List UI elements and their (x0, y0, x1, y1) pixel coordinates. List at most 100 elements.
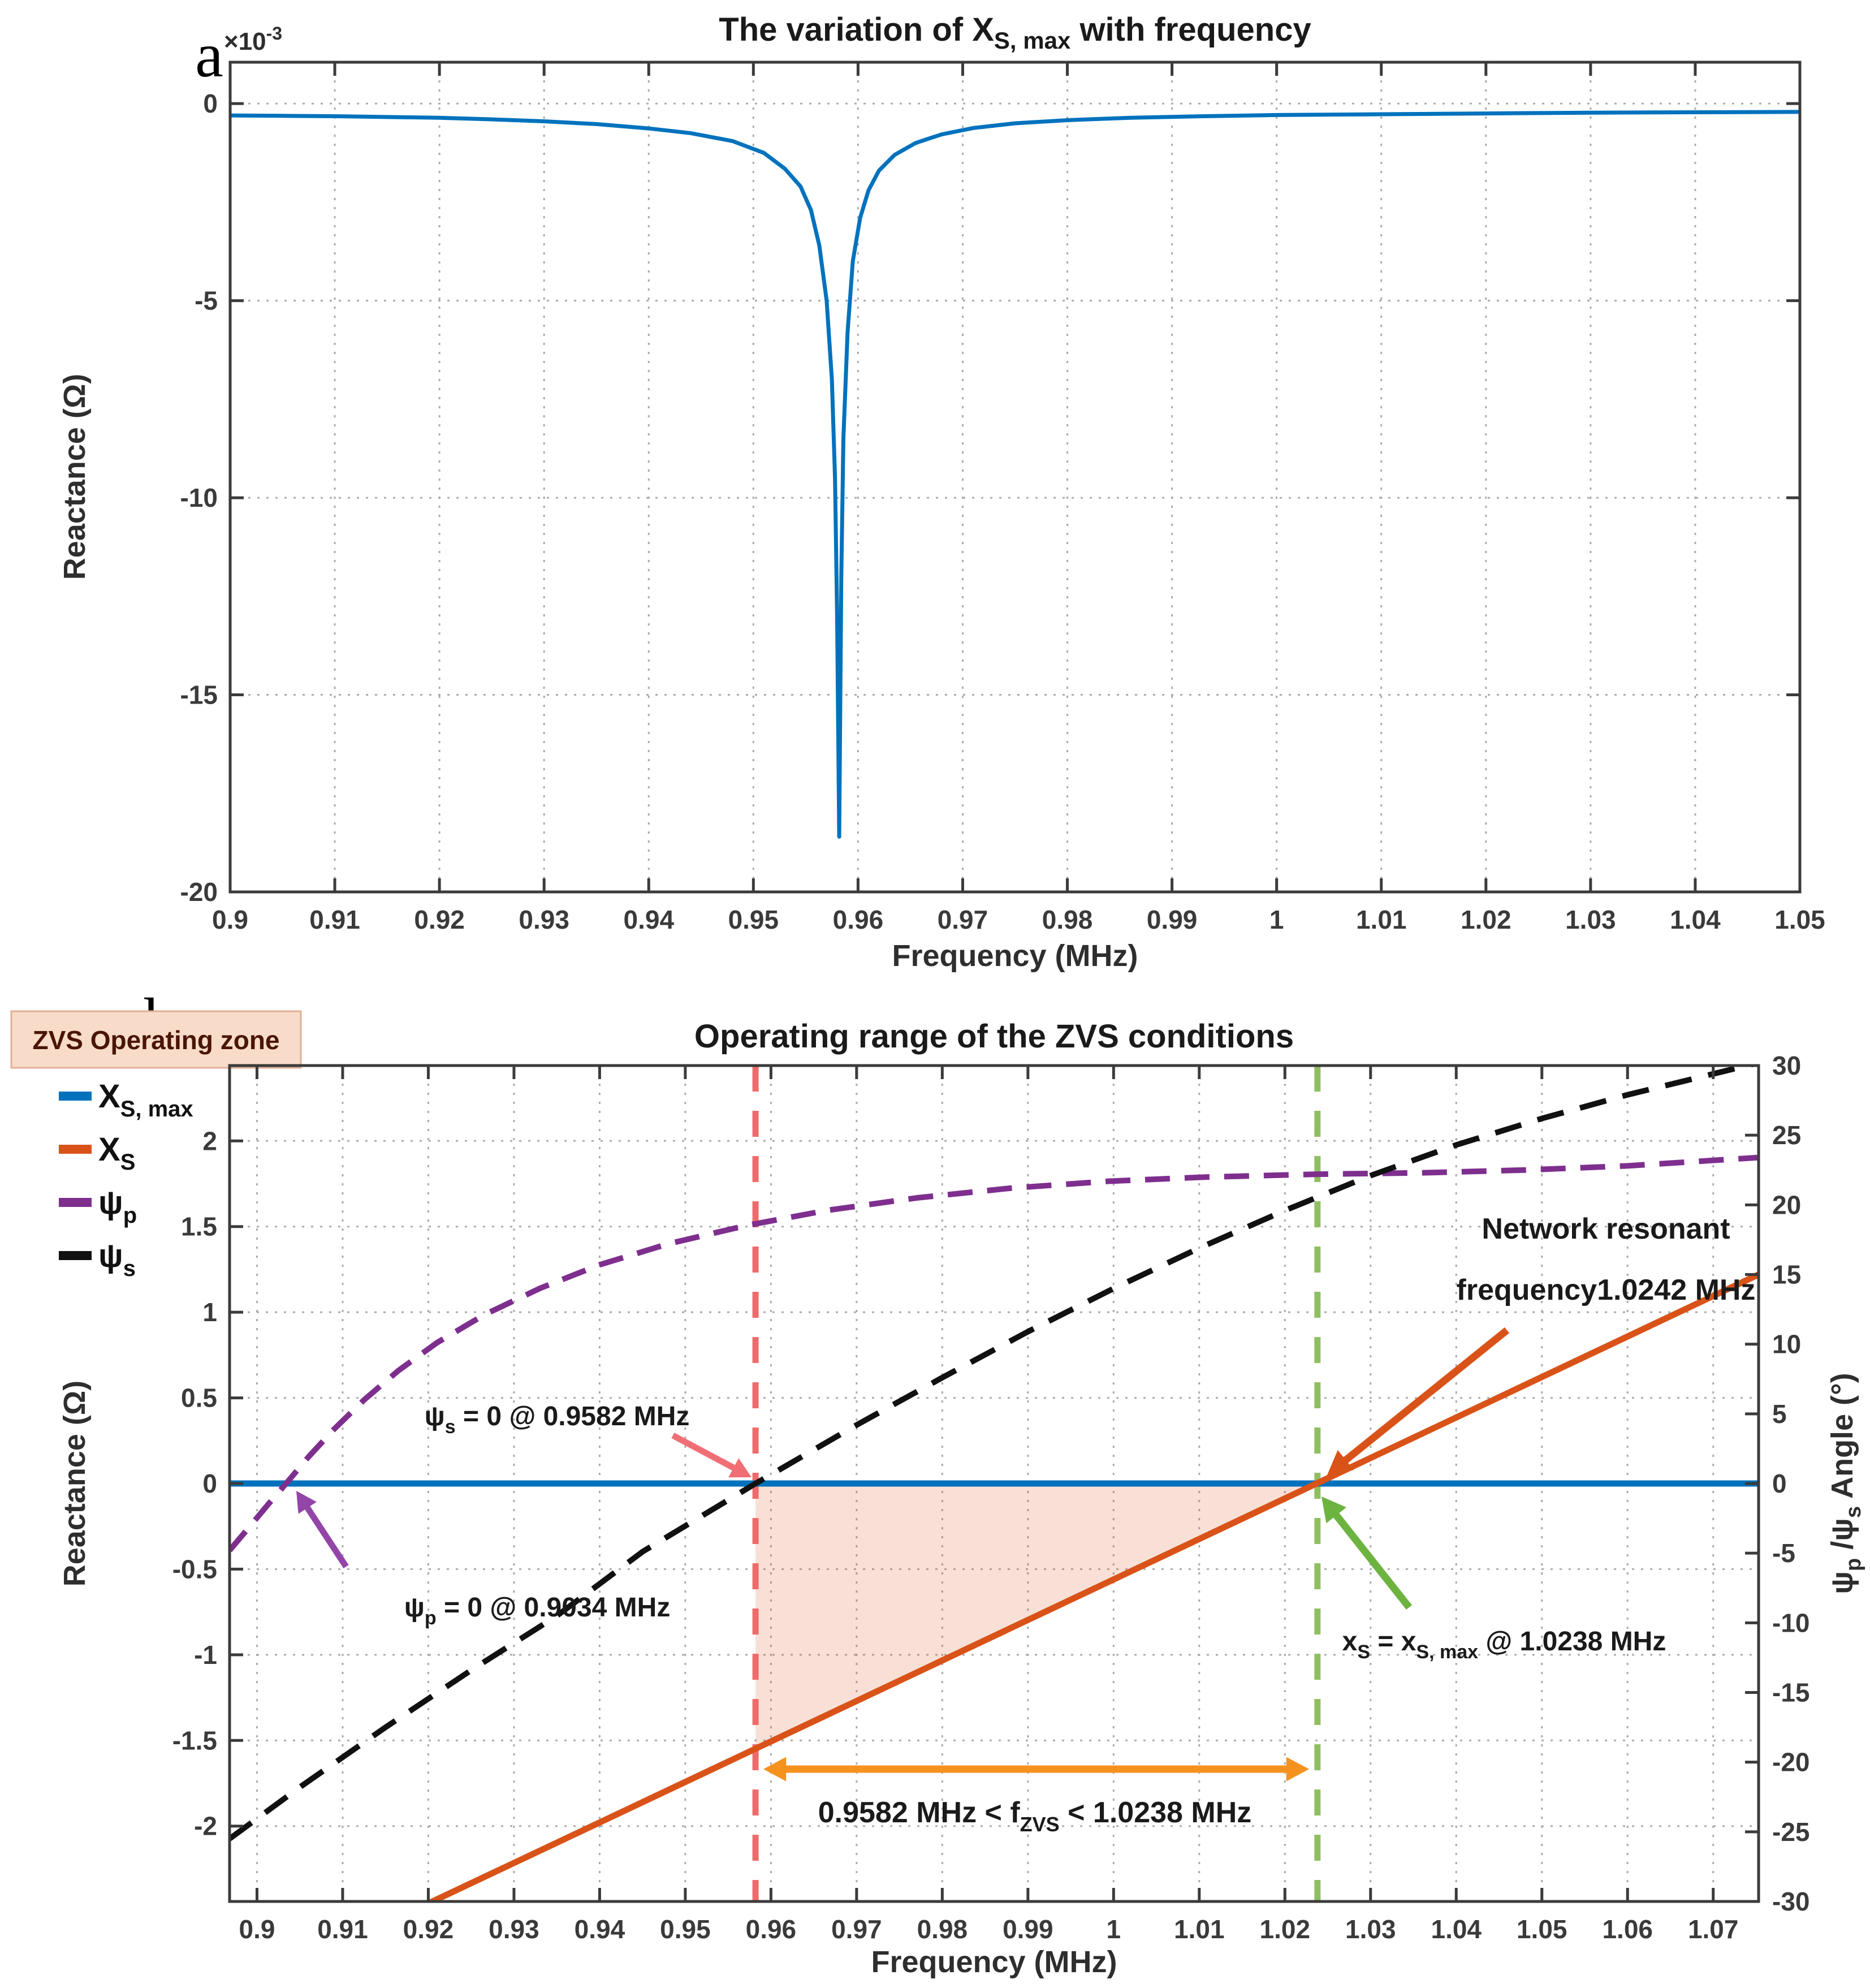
x-tick-label: 1.03 (1565, 905, 1616, 934)
y-right-tick-label: 25 (1772, 1120, 1801, 1150)
y-tick-label: -15 (180, 680, 218, 710)
panel-a-letter: a (195, 20, 223, 90)
y-left-tick-label: 1 (202, 1297, 217, 1327)
x-tick-label: 0.97 (938, 905, 988, 934)
x-tick-label: 0.96 (833, 905, 884, 934)
arrow-head (763, 1757, 787, 1782)
y-tick-label: -20 (180, 877, 218, 907)
x-tick-label: 1.04 (1431, 1914, 1482, 1944)
arrow-head (728, 1458, 752, 1478)
x-tick-label: 1 (1107, 1914, 1121, 1944)
chart-a-xlabel: Frequency (MHz) (892, 939, 1138, 973)
arrow-shaft (1338, 1327, 1510, 1467)
y-right-tick-label: -15 (1772, 1678, 1809, 1707)
y-left-tick-label: -1.5 (172, 1726, 217, 1755)
y-right-tick-label: 15 (1772, 1260, 1801, 1290)
annotation-zvs-range: 0.9582 MHz < fZVS < 1.0238 MHz (818, 1796, 1252, 1836)
y-right-tick-label: -5 (1772, 1538, 1795, 1568)
x-tick-label: 0.91 (317, 1914, 368, 1944)
arrow-psi-s-zero (671, 1433, 752, 1478)
y-left-tick-label: -0.5 (172, 1554, 217, 1584)
annotation-network-resonant-line1: Network resonant (1482, 1213, 1730, 1245)
chart-a-plot-frame (228, 61, 1802, 894)
arrow-head (1327, 1450, 1354, 1475)
series-x-s (425, 1271, 1759, 1901)
chart-a-series (230, 110, 1800, 839)
y-left-tick-label: 0 (202, 1469, 217, 1498)
chart-b-ticks (230, 1064, 1759, 1903)
x-tick-label: 0.95 (728, 905, 779, 934)
x-tick-label: 0.97 (831, 1914, 882, 1944)
arrow-shaft (671, 1433, 740, 1473)
y-left-tick-label: -1 (194, 1640, 217, 1670)
x-tick-label: 0.94 (624, 905, 675, 934)
x-tick-label: 1.04 (1670, 905, 1721, 934)
annotation-psi-s-zero: ψs = 0 @ 0.9582 MHz (425, 1401, 690, 1438)
x-tick-label: 1.01 (1356, 905, 1407, 934)
arrow-network-resonant (1327, 1327, 1510, 1475)
x-tick-label: 0.93 (519, 905, 569, 934)
y-left-tick-label: -2 (194, 1812, 217, 1841)
x-tick-label: 0.99 (1003, 1914, 1053, 1944)
chart-a-axis-multiplier: ×10-3 (224, 23, 282, 55)
y-left-tick-label: 0.5 (181, 1383, 217, 1413)
legend-label-psi-p: ψp (98, 1184, 137, 1228)
x-tick-label: 0.95 (660, 1914, 711, 1944)
chart-b-tick-labels: 0.9 0.91 0.92 0.93 0.94 0.95 0.96 0.97 0.98 0.99 1… (172, 1051, 1810, 1944)
arrow-zvs-range (763, 1757, 1309, 1782)
x-tick-label: 1.07 (1688, 1914, 1739, 1944)
x-tick-label: 0.98 (1042, 905, 1093, 934)
x-tick-label: 1.05 (1774, 905, 1825, 934)
y-right-tick-label: -30 (1772, 1887, 1809, 1916)
arrow-xs-equals-xsmax (1321, 1497, 1413, 1610)
y-right-tick-label: 10 (1772, 1330, 1801, 1359)
y-left-tick-label: 1.5 (181, 1212, 217, 1241)
series-xs-max-curve (230, 110, 1800, 839)
chart-b-xlabel: Frequency (MHz) (871, 1945, 1117, 1979)
arrow-head (296, 1491, 317, 1514)
x-tick-label: 0.9 (212, 905, 248, 934)
x-tick-label: 0.92 (403, 1914, 454, 1944)
chart-b-legend: XS, max XS ψp ψs (59, 1078, 193, 1281)
chart-a-gridlines (229, 62, 1801, 893)
y-tick-label: 0 (203, 89, 218, 118)
x-tick-label: 0.93 (489, 1914, 539, 1944)
annotation-xs-equals-xsmax: xS = xS, max @ 1.0238 MHz (1342, 1627, 1666, 1663)
legend-label-xs: XS (98, 1131, 135, 1175)
chart-b-ylabel-left: Reactance (Ω) (58, 1381, 92, 1586)
chart-a-tick-labels: 0.9 0.91 0.92 0.93 0.94 0.95 0.96 0.97 0.98 0.99 1… (180, 89, 1825, 934)
legend-item-psi-p: ψp (59, 1184, 137, 1228)
y-right-tick-label: -20 (1772, 1748, 1809, 1777)
x-tick-label: 1 (1269, 905, 1284, 934)
x-tick-label: 1.02 (1260, 1914, 1311, 1944)
arrow-shaft (302, 1502, 349, 1569)
annotation-network-resonant-line2: frequency1.0242 MHz (1457, 1274, 1756, 1306)
x-tick-label: 0.98 (917, 1914, 968, 1944)
x-tick-label: 1.03 (1345, 1914, 1396, 1944)
chart-a-ticks (228, 62, 1802, 894)
x-tick-label: 0.94 (575, 1914, 625, 1944)
x-tick-label: 0.96 (746, 1914, 797, 1944)
arrow-shaft (1329, 1508, 1413, 1610)
y-left-tick-label: 2 (202, 1126, 217, 1155)
y-right-tick-label: 0 (1772, 1469, 1787, 1498)
y-tick-label: -5 (195, 286, 218, 316)
legend-item-psi-s: ψs (59, 1237, 136, 1281)
chart-b-title: Operating range of the ZVS conditions (694, 1018, 1294, 1055)
zvs-operating-zone-box (10, 1010, 302, 1069)
annotation-psi-p-zero: ψp = 0 @ 0.9034 MHz (404, 1593, 671, 1629)
legend-item-xs: XS (59, 1131, 135, 1175)
series-psi-s (230, 1066, 1759, 1842)
chart-b-annotation-arrows (296, 1327, 1510, 1782)
y-right-tick-label: 30 (1772, 1051, 1801, 1080)
x-tick-label: 1.05 (1517, 1914, 1567, 1944)
y-right-tick-label: 5 (1772, 1399, 1787, 1429)
legend-label-psi-s: ψs (98, 1237, 136, 1281)
arrow-psi-p-zero (296, 1491, 349, 1569)
x-tick-label: 1.01 (1174, 1914, 1225, 1944)
chart-a-ylabel: Reactance (Ω) (58, 374, 92, 580)
x-tick-label: 1.06 (1602, 1914, 1653, 1944)
x-tick-label: 0.91 (309, 905, 360, 934)
x-tick-label: 0.92 (414, 905, 465, 934)
